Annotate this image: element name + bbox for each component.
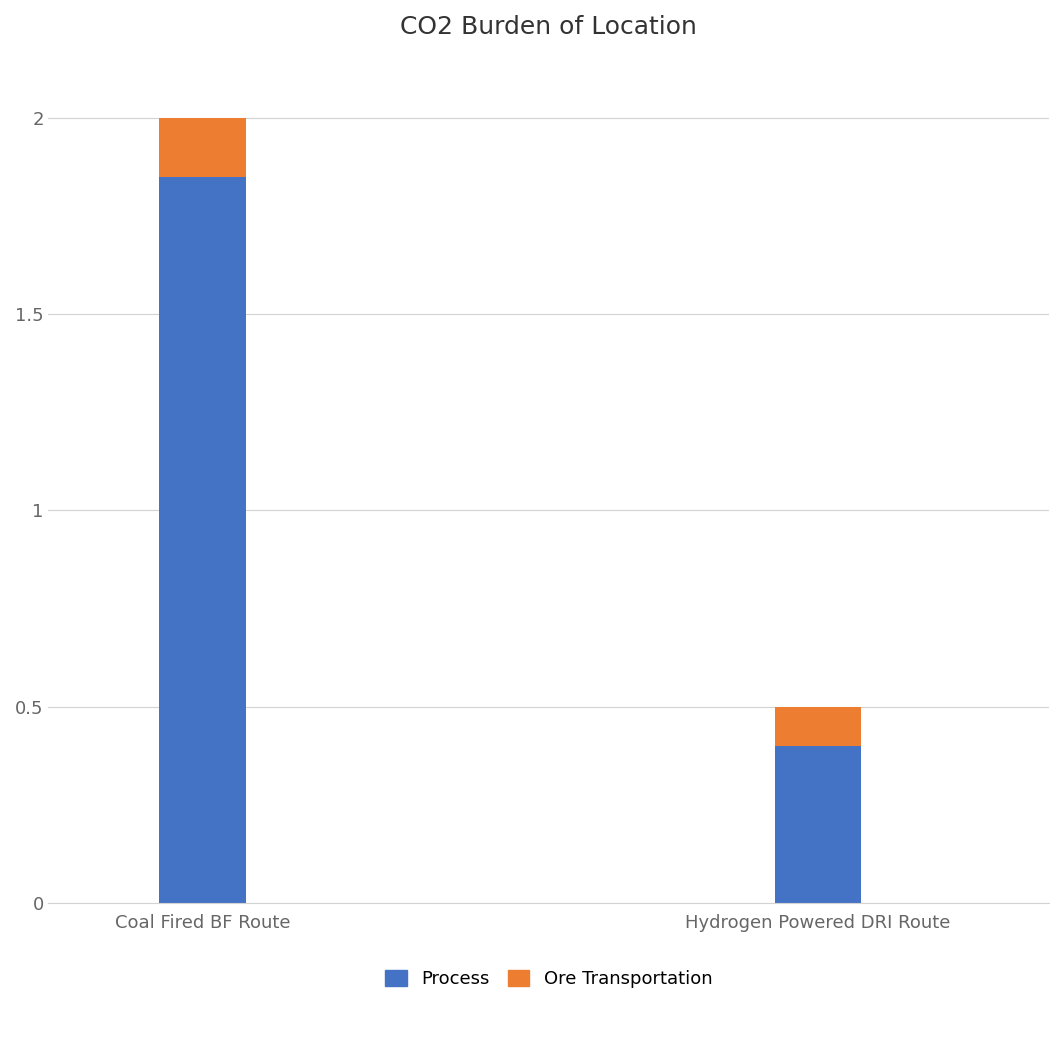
Legend: Process, Ore Transportation: Process, Ore Transportation <box>378 963 719 995</box>
Bar <box>775 746 861 903</box>
Title: CO2 Burden of Location: CO2 Burden of Location <box>400 15 697 39</box>
Bar <box>160 118 246 176</box>
Bar <box>775 707 861 746</box>
Bar <box>160 176 246 903</box>
